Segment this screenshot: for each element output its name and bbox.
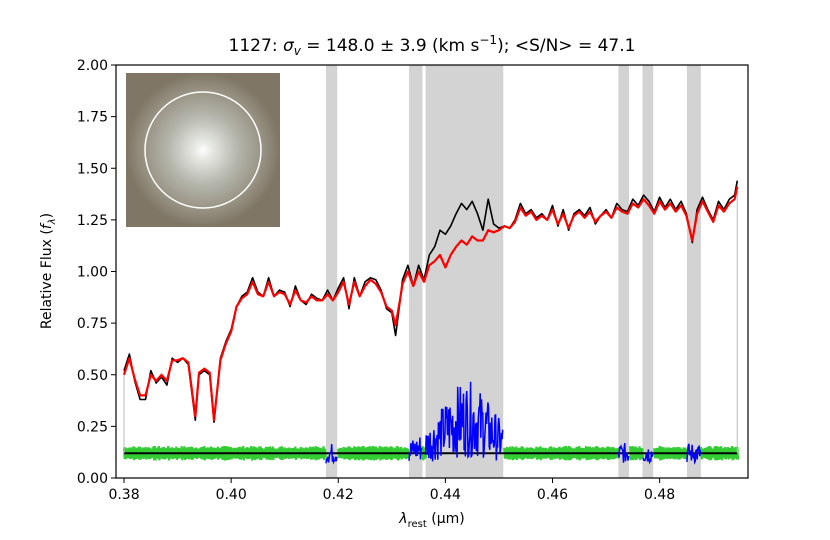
residual-masked-segment-0 [325, 444, 338, 465]
aperture-circle [144, 91, 262, 209]
xlabel-unit: (μm) [427, 511, 465, 527]
ylabel-close: ) [39, 213, 55, 218]
chart-title: 1127: σv = 148.0 ± 3.9 (km s−1); <S/N> =… [229, 33, 636, 58]
xlabel-symbol: λ [398, 511, 407, 527]
x-tick-label-3: 0.44 [430, 487, 461, 503]
x-axis-label: λrest (μm) [398, 511, 464, 530]
masked-regions [325, 65, 701, 478]
y-tick-label-8: 2.00 [77, 58, 108, 74]
y-axis: 0.00 0.25 0.50 0.75 1.00 1.25 1.50 1.75 2.00 [77, 58, 116, 487]
galaxy-cutout [126, 73, 280, 227]
ylabel-sub: λ [47, 218, 58, 225]
x-tick-label-4: 0.46 [537, 487, 568, 503]
y-tick-label-5: 1.25 [77, 213, 108, 229]
title-sigma-sub: v [294, 44, 302, 58]
y-tick-label-0: 0.00 [77, 471, 108, 487]
title-sigma-text: = 148.0 ± 3.9 (km s [301, 36, 480, 56]
residual-masked [325, 381, 702, 465]
title-sigma-sup: −1 [479, 33, 497, 47]
y-tick-label-3: 0.75 [77, 316, 108, 332]
masked-region-4 [642, 65, 654, 478]
residual-masked-segment-1 [408, 437, 423, 461]
x-tick-label-5: 0.48 [644, 487, 675, 503]
model-spectrum-line [122, 186, 739, 422]
y-tick-label-6: 1.50 [77, 161, 108, 177]
x-axis: 0.38 0.40 0.42 0.44 0.46 0.48 [108, 478, 675, 503]
masked-region-5 [686, 65, 701, 478]
ylabel-text: Relative Flux ( [39, 229, 55, 329]
masked-region-1 [408, 65, 423, 478]
ylabel-symbol: f [39, 222, 55, 229]
x-tick-label-1: 0.40 [216, 487, 247, 503]
y-tick-label-7: 1.75 [77, 110, 108, 126]
title-sn-text: ); <S/N> = 47.1 [497, 36, 635, 56]
masked-region-3 [618, 65, 630, 478]
residual-masked-segment-5 [686, 443, 702, 465]
title-sigma-symbol: σ [283, 36, 295, 56]
xlabel-sub: rest [408, 519, 427, 530]
masked-region-0 [325, 65, 338, 478]
residual-masked-segment-2 [424, 381, 504, 462]
y-tick-label-2: 0.50 [77, 368, 108, 384]
x-tick-label-0: 0.38 [108, 487, 139, 503]
residual-masked-segment-3 [617, 442, 630, 463]
title-galaxy-id: 1127 [229, 36, 272, 56]
y-tick-label-1: 0.25 [77, 419, 108, 435]
galaxy-image-inset [126, 73, 280, 227]
residual-masked-segment-4 [642, 449, 654, 465]
x-tick-label-2: 0.42 [323, 487, 354, 503]
y-tick-label-4: 1.00 [77, 265, 108, 281]
y-axis-label: Relative Flux (fλ) [39, 213, 58, 329]
